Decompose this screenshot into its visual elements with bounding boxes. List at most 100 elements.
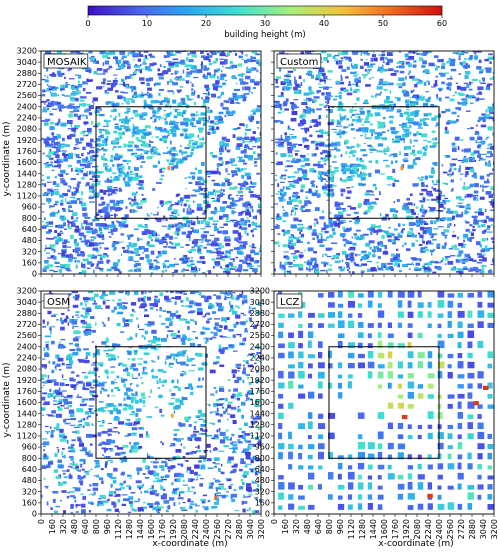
building (117, 95, 123, 100)
building (375, 93, 381, 96)
building (486, 231, 493, 233)
building (385, 214, 389, 217)
building (293, 171, 300, 174)
building (450, 267, 456, 271)
building (459, 93, 465, 97)
building (221, 161, 224, 165)
building (322, 157, 325, 161)
building (151, 485, 154, 490)
building (153, 232, 156, 236)
building (340, 116, 346, 120)
building (303, 99, 309, 102)
building (465, 171, 469, 176)
building (406, 197, 410, 201)
building (366, 52, 370, 56)
building (331, 242, 338, 244)
building (143, 150, 148, 153)
building (252, 234, 255, 238)
building (82, 67, 86, 70)
building (493, 161, 494, 166)
building (118, 189, 123, 192)
building (89, 190, 93, 193)
building (103, 153, 106, 156)
building (290, 104, 297, 109)
building (213, 228, 219, 232)
building (343, 221, 347, 223)
building (50, 190, 54, 193)
building (245, 82, 249, 85)
building (441, 217, 447, 221)
building (289, 86, 292, 89)
building (144, 132, 150, 136)
building (103, 149, 108, 152)
building (323, 157, 329, 161)
building (486, 136, 490, 138)
building (96, 165, 99, 168)
building (452, 147, 457, 152)
building (399, 70, 405, 74)
building (370, 191, 374, 193)
panel-label: MOSAIK (43, 53, 89, 69)
building (59, 158, 63, 163)
building (308, 225, 312, 229)
building (80, 131, 86, 135)
building (469, 224, 473, 227)
building (413, 133, 417, 137)
building (99, 134, 104, 139)
building (206, 53, 210, 56)
building (252, 215, 256, 219)
building (462, 60, 466, 65)
building (407, 114, 410, 118)
building (214, 193, 217, 197)
building (429, 236, 432, 239)
building (54, 191, 60, 195)
building (350, 252, 355, 254)
building (127, 52, 129, 56)
building (470, 152, 475, 156)
building (137, 471, 140, 475)
building (244, 465, 248, 468)
building (343, 209, 345, 212)
building (370, 123, 373, 126)
building (487, 178, 489, 183)
building (56, 94, 59, 96)
building (68, 68, 72, 71)
y-tick-label: 1440 (17, 169, 37, 178)
building (121, 221, 127, 225)
building (62, 193, 68, 197)
building (90, 264, 93, 267)
building (209, 411, 213, 414)
building (411, 212, 417, 215)
building (92, 302, 98, 305)
building (103, 119, 107, 123)
building (106, 375, 109, 379)
building (451, 111, 457, 115)
building (141, 112, 148, 117)
building (293, 86, 298, 91)
building (48, 229, 52, 232)
building (454, 224, 456, 227)
building (128, 405, 134, 410)
building (241, 343, 243, 345)
building (322, 149, 328, 154)
building (320, 61, 323, 64)
building (383, 151, 389, 153)
building (376, 105, 381, 110)
building (124, 173, 130, 178)
building (49, 148, 52, 153)
building (244, 172, 251, 177)
building (408, 70, 412, 74)
building (336, 80, 341, 84)
building (360, 171, 362, 175)
building (162, 152, 169, 155)
building (281, 229, 285, 232)
building (89, 157, 92, 161)
building (200, 498, 206, 502)
building (481, 267, 484, 271)
building (96, 170, 103, 174)
building (51, 132, 55, 136)
building (110, 228, 116, 233)
building (213, 69, 219, 73)
building (57, 163, 62, 167)
building (375, 268, 377, 272)
